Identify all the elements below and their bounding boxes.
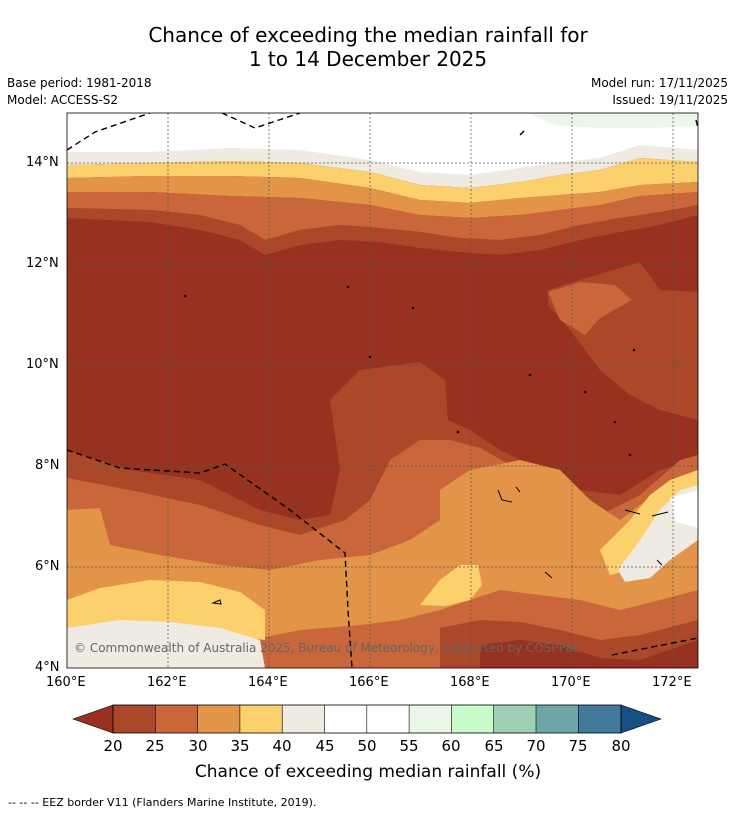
contour-30-35-north <box>67 176 698 218</box>
lon-label-170e: 170°E <box>551 675 591 690</box>
contour-35-40-north <box>67 158 698 203</box>
title-line-2: 1 to 14 December 2025 <box>248 47 488 71</box>
base-period: Base period: 1981-2018 <box>7 76 152 90</box>
colorbar-bin-60-65 <box>451 705 494 733</box>
lon-label-162e: 162°E <box>147 675 187 690</box>
rainfall-contours <box>67 113 698 668</box>
contour-20-25-north <box>67 205 698 255</box>
lon-label-166e: 166°E <box>349 675 389 690</box>
colorbar-tick-20: 20 <box>103 737 123 755</box>
colorbar-tick-60: 60 <box>441 737 461 755</box>
contour-25-30-north <box>67 192 698 240</box>
colorbar-tick-75: 75 <box>568 737 588 755</box>
colorbar-tick-40: 40 <box>272 737 292 755</box>
colorbar-bin-45-50 <box>324 705 367 733</box>
contour-45-55-north <box>67 113 698 182</box>
lat-label-12n: 12°N <box>26 256 59 271</box>
model-name: Model: ACCESS-S2 <box>7 93 119 107</box>
colorbar-arrow-high <box>620 704 662 734</box>
colorbar-bin-75-80 <box>578 705 621 733</box>
issued-date: Issued: 19/11/2025 <box>612 93 728 107</box>
lat-label-6n: 6°N <box>35 559 60 574</box>
colorbar <box>72 704 662 734</box>
lon-label-160e: 160°E <box>46 675 86 690</box>
colorbar-bin-65-70 <box>493 705 536 733</box>
lon-label-168e: 168°E <box>450 675 490 690</box>
gridlines <box>67 113 698 668</box>
lat-label-8n: 8°N <box>35 458 60 473</box>
colorbar-tick-35: 35 <box>230 737 250 755</box>
islands <box>183 285 669 605</box>
lon-label-164e: 164°E <box>248 675 288 690</box>
colorbar-bin-25-30 <box>155 705 198 733</box>
colorbar-tick-25: 25 <box>145 737 165 755</box>
colorbar-tick-45: 45 <box>315 737 335 755</box>
model-run: Model run: 17/11/2025 <box>590 76 728 90</box>
contour-40-45-north <box>67 145 698 188</box>
colorbar-bin-55-60 <box>409 705 452 733</box>
colorbar-title: Chance of exceeding median rainfall (%) <box>194 762 542 782</box>
colorbar-tick-50: 50 <box>357 737 377 755</box>
title-line-1: Chance of exceeding the median rainfall … <box>148 23 588 47</box>
colorbar-arrow-low <box>72 704 114 734</box>
contour-35-40-central <box>420 565 482 606</box>
colorbar-bin-70-75 <box>536 705 579 733</box>
eez-borders <box>67 113 698 668</box>
contour-45-50-east <box>670 490 698 528</box>
colorbar-tick-65: 65 <box>484 737 504 755</box>
colorbar-bin-30-35 <box>197 705 240 733</box>
colorbar-tick-70: 70 <box>526 737 546 755</box>
lon-label-172e: 172°E <box>652 675 692 690</box>
contour-25-30-east <box>548 282 632 335</box>
contour-below-20-southeast <box>480 640 698 668</box>
map-frame <box>66 112 699 669</box>
colorbar-bin-35-40 <box>239 705 283 733</box>
copyright-notice: © Commonwealth of Australia 2025, Bureau… <box>74 641 580 655</box>
colorbar-bin-50-55 <box>366 705 410 733</box>
colorbar-tick-30: 30 <box>188 737 208 755</box>
contour-35-40-east <box>600 470 698 575</box>
lat-label-14n: 14°N <box>26 155 59 170</box>
lat-label-4n: 4°N <box>35 660 60 675</box>
contour-55-60-north <box>528 113 698 128</box>
colorbar-tick-80: 80 <box>611 737 631 755</box>
colorbar-bin-40-45 <box>282 705 325 733</box>
eez-legend-note: -- -- -- EEZ border V11 (Flanders Marine… <box>8 796 317 809</box>
contour-40-45-southwest <box>67 620 265 668</box>
lat-label-10n: 10°N <box>26 357 59 372</box>
colorbar-tick-55: 55 <box>399 737 419 755</box>
colorbar-bin-20-25 <box>113 705 156 733</box>
